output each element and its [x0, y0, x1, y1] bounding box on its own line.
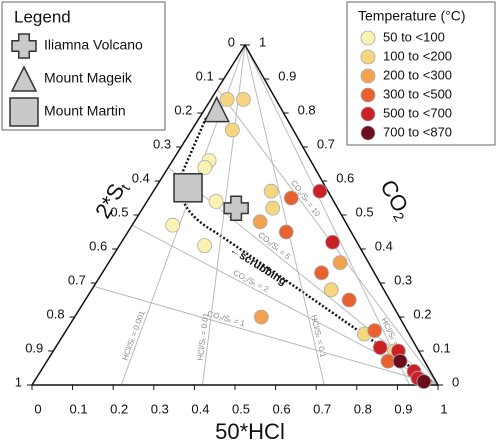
- data-point: [314, 265, 329, 281]
- data-point: [253, 309, 269, 325]
- data-point: [165, 217, 181, 233]
- volcano-legend-title: Legend: [14, 7, 71, 26]
- legend-label: 700 to <870: [383, 124, 452, 139]
- volcano-legend-label: Mount Mageik: [44, 70, 133, 86]
- data-point: [312, 183, 328, 199]
- data-point: [367, 323, 383, 339]
- left-tick-label: 1: [15, 374, 22, 389]
- data-point: [208, 193, 224, 209]
- legend-swatch: [360, 30, 376, 46]
- bottom-tick-label: 0.4: [191, 401, 209, 416]
- left-axis-title-sub: t: [117, 181, 133, 192]
- legend-label: 50 to <100: [383, 29, 445, 44]
- legend-swatch: [360, 49, 376, 65]
- temperature-legend-title: Temperature (°C): [358, 8, 466, 24]
- right-tick-label: 0.9: [278, 68, 296, 83]
- left-tick-label: 0: [228, 34, 235, 49]
- reference-line: [93, 285, 439, 386]
- legend-swatch: [360, 68, 376, 84]
- data-point: [263, 183, 279, 199]
- data-point: [416, 374, 432, 390]
- legend-swatch: [360, 125, 376, 141]
- bottom-tick-label: 0.7: [313, 401, 331, 416]
- bottom-tick-label: 0.3: [151, 401, 169, 416]
- left-tick-label: 0.1: [196, 68, 214, 83]
- left-tick-label: 0.9: [25, 340, 43, 355]
- left-tick-label: 0.2: [174, 102, 192, 117]
- cross-marker: [11, 33, 37, 59]
- data-point: [265, 200, 281, 216]
- data-point: [341, 292, 357, 308]
- data-point: [325, 234, 340, 250]
- bottom-tick-label: 0.9: [394, 401, 412, 416]
- left-tick-label: 0.7: [68, 272, 86, 287]
- data-point: [235, 92, 251, 107]
- triangle-marker: [203, 95, 230, 123]
- data-point: [219, 92, 235, 107]
- left-tick-label: 0.5: [110, 204, 128, 219]
- square-marker: [173, 173, 203, 203]
- right-tick-label: 1: [259, 34, 266, 49]
- data-point: [372, 340, 388, 356]
- right-tick-label: 0.7: [317, 136, 335, 151]
- scrubbing-path: [178, 117, 433, 384]
- legend-swatch: [360, 87, 376, 103]
- data-point: [323, 282, 339, 298]
- bottom-tick-label: 0.2: [110, 401, 128, 416]
- left-tick-label: 0.6: [89, 238, 107, 253]
- reference-line: [244, 44, 411, 386]
- data-point: [252, 214, 268, 230]
- bottom-tick-label: 0.5: [232, 401, 250, 416]
- data-point: [283, 190, 299, 206]
- bottom-tick-label: 0: [34, 401, 41, 416]
- data-point: [278, 224, 294, 240]
- bottom-tick-label: 1: [440, 401, 447, 416]
- right-axis-title-main: CO: [375, 175, 413, 216]
- data-point: [332, 255, 348, 271]
- legend-label: 300 to <500: [383, 86, 452, 101]
- right-tick-label: 0.1: [433, 340, 451, 355]
- left-tick-label: 0.3: [153, 136, 171, 151]
- reference-label: HCl/Sₜ = 0.001: [120, 309, 147, 362]
- data-point: [197, 238, 212, 254]
- legend-label: 100 to <200: [383, 48, 452, 63]
- right-tick-label: 0.5: [356, 204, 374, 219]
- legend-swatch: [360, 106, 376, 122]
- left-tick-label: 0.8: [47, 306, 65, 321]
- reference-label: CO₂/Sₜ = 1: [206, 309, 246, 328]
- right-tick-label: 0.4: [375, 238, 393, 253]
- right-tick-label: 0.6: [336, 170, 354, 185]
- legend-label: 500 to <700: [383, 105, 452, 120]
- bottom-tick-label: 0.8: [354, 401, 372, 416]
- volcano-legend-label: Iliamna Volcano: [44, 37, 143, 53]
- right-tick-label: 0.3: [394, 272, 412, 287]
- right-tick-label: 0.2: [413, 306, 431, 321]
- bottom-tick-label: 0.1: [70, 401, 88, 416]
- cross-marker: [223, 195, 249, 221]
- bottom-tick-label: 0.6: [273, 401, 291, 416]
- right-tick-label: 0: [452, 374, 459, 389]
- reference-line: [244, 44, 325, 386]
- square-marker: [9, 97, 39, 127]
- triangle-marker: [10, 65, 38, 92]
- legend-label: 200 to <300: [383, 67, 452, 82]
- volcano-legend-label: Mount Martin: [44, 103, 126, 119]
- left-tick-label: 0.4: [132, 170, 150, 185]
- bottom-axis-title: 50*HCl: [215, 419, 285, 444]
- data-point: [392, 353, 408, 369]
- right-axis-title: CO2: [374, 175, 418, 224]
- reference-label: HCl/Sₜ = 0.1: [309, 314, 328, 359]
- data-point: [197, 159, 213, 175]
- right-tick-label: 0.8: [298, 102, 316, 117]
- data-point: [224, 122, 240, 138]
